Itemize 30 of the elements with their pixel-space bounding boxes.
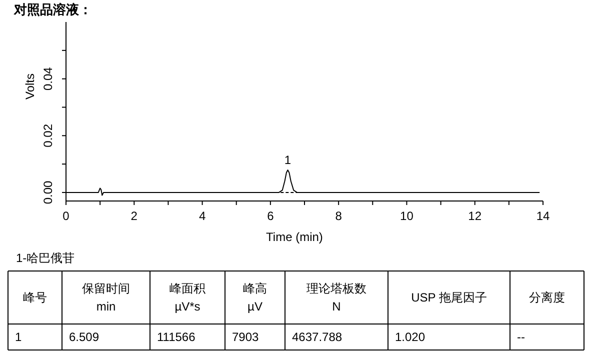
text: 7903 <box>232 330 260 344</box>
text: 峰高 µV <box>243 282 267 314</box>
x-tick-label: 12 <box>468 209 482 223</box>
text: 理论塔板数 N <box>306 282 366 314</box>
text: 峰面积 µV*s <box>170 282 206 314</box>
x-tick-label: 4 <box>198 209 206 223</box>
text: 峰号 <box>23 290 47 304</box>
x-tick-label: 14 <box>536 209 550 223</box>
x-tick-label: 8 <box>335 209 342 223</box>
x-tick-label: 2 <box>130 209 138 223</box>
y-tick-label: 0.04 <box>41 66 55 91</box>
x-tick-label: 10 <box>400 209 414 223</box>
y-tick-label: 0.00 <box>41 180 55 204</box>
text: 1 <box>15 330 22 344</box>
text: 111566 <box>157 330 196 344</box>
x-axis-title: Time (min) <box>266 230 323 244</box>
text: 4637.788 <box>292 330 342 344</box>
text: 保留时间 min <box>82 282 130 314</box>
annotation: 1 <box>284 153 292 168</box>
chart-title: 对照品溶液： <box>13 2 92 17</box>
x-tick-label: 0 <box>62 209 70 223</box>
text: 6.509 <box>69 330 100 344</box>
y-tick-label: 0.02 <box>41 124 55 148</box>
text: 1.020 <box>395 330 426 344</box>
x-tick-label: 6 <box>267 209 274 223</box>
text: USP 拖尾因子 <box>411 290 487 304</box>
y-axis-title: Volts <box>23 73 37 100</box>
text: 分离度 <box>529 290 565 304</box>
text: -- <box>517 330 525 344</box>
text: 1-哈巴俄苷 <box>16 251 75 265</box>
